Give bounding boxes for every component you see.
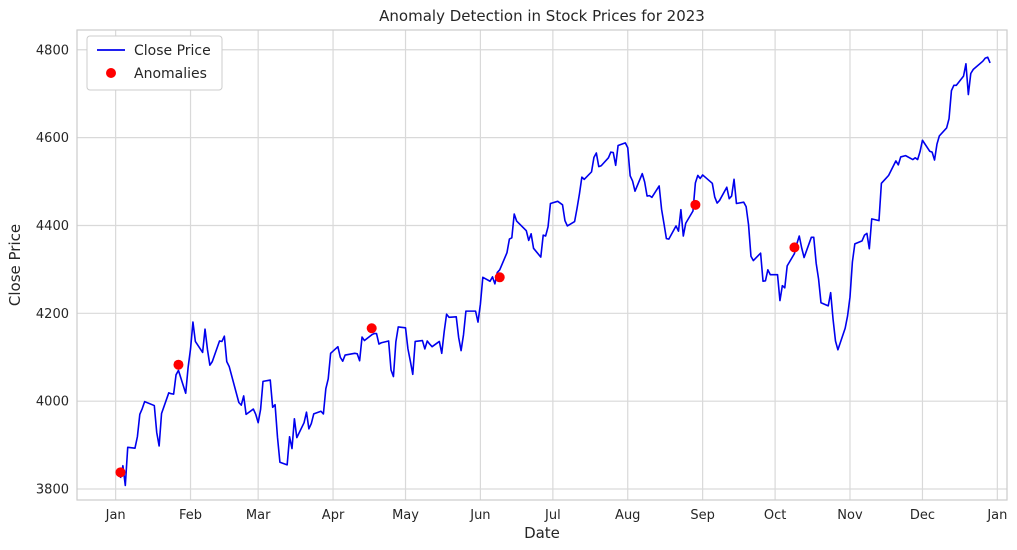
anomaly-point	[494, 272, 505, 283]
x-tick-label: Jan	[105, 508, 126, 523]
y-tick-label: 4000	[36, 395, 69, 410]
anomaly-point	[366, 323, 377, 334]
y-tick-label: 4600	[36, 131, 69, 146]
anomaly-point	[690, 199, 701, 210]
y-tick-labels: 3800 4000 4200 4400 4600 4800	[36, 43, 69, 497]
x-axis-label: Date	[524, 524, 560, 542]
x-tick-label: Jun	[469, 508, 490, 523]
y-tick-label: 4800	[36, 43, 69, 58]
legend: Close Price Anomalies	[86, 35, 223, 91]
x-tick-label: Sep	[690, 508, 715, 523]
anomaly-point	[173, 359, 184, 370]
x-gridlines	[115, 30, 998, 500]
x-tick-label: Jul	[544, 508, 561, 523]
legend-label-anomalies: Anomalies	[134, 66, 207, 82]
close-price-line	[119, 56, 991, 487]
chart-title: Anomaly Detection in Stock Prices for 20…	[379, 7, 705, 25]
anomaly-point	[115, 467, 126, 478]
anomaly-point	[789, 242, 800, 253]
x-tick-label: Nov	[837, 508, 863, 523]
x-tick-label: Aug	[615, 508, 640, 523]
x-tick-label: Dec	[910, 508, 935, 523]
x-tick-label: Apr	[322, 508, 345, 523]
y-axis-label: Close Price	[6, 224, 24, 306]
legend-marker-swatch	[106, 68, 116, 78]
y-tick-label: 3800	[36, 483, 69, 498]
legend-label-close-price: Close Price	[134, 43, 211, 59]
y-gridlines	[77, 49, 1007, 490]
anomaly-markers	[115, 199, 800, 478]
x-tick-label: Oct	[764, 508, 786, 523]
x-tick-label: Mar	[246, 508, 271, 523]
y-tick-label: 4200	[36, 307, 69, 322]
plot-frame	[76, 29, 1008, 501]
x-tick-label: May	[392, 508, 419, 523]
x-tick-labels: Jan Feb Mar Apr May Jun Jul Aug Sep Oct Nov Dec Jan	[105, 508, 1008, 523]
y-tick-label: 4400	[36, 219, 69, 234]
x-tick-label: Jan	[986, 508, 1007, 523]
x-tick-label: Feb	[179, 508, 202, 523]
